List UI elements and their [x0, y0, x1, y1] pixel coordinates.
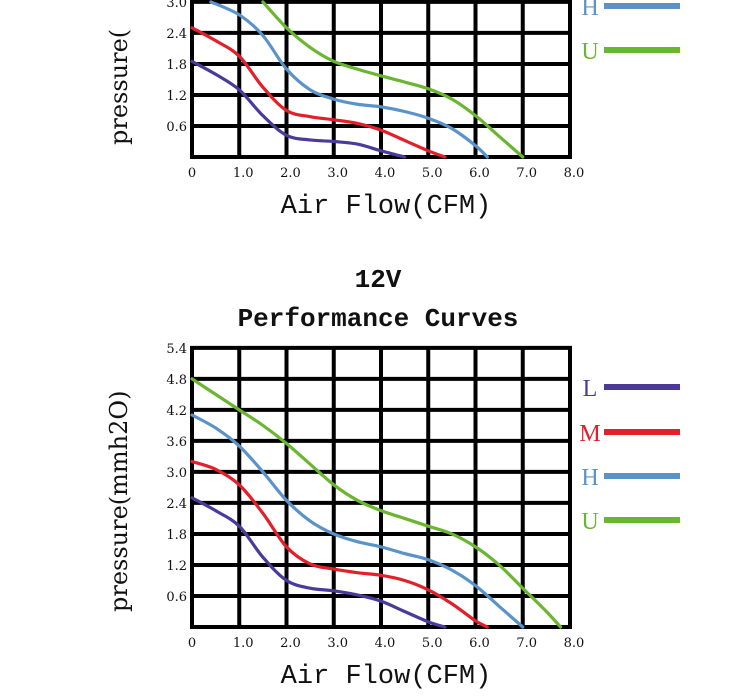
- chart-title: 12V: [355, 265, 402, 295]
- x-tick-label: 4.0: [375, 166, 396, 181]
- y-ticks-bottom: 0.6 1.2 1.8 2.4 3.0 3.6 4.2 4.8 5.4: [166, 342, 187, 605]
- chart-subtitle: Performance Curves: [238, 304, 519, 334]
- legend-swatch-L: [604, 384, 680, 390]
- series-line-U: [190, 377, 563, 629]
- series-line-H: [209, 0, 489, 159]
- y-tick-label: 0.6: [166, 590, 187, 605]
- x-tick-label: 4.0: [375, 636, 396, 651]
- y-tick-label: 1.2: [166, 89, 187, 104]
- x-tick-label: 8.0: [564, 166, 585, 181]
- series-line-L: [190, 496, 447, 629]
- legend-swatch-U: [604, 517, 680, 523]
- legend-swatch-H: [604, 3, 680, 9]
- legend-top: HU: [581, 0, 680, 65]
- x-tick-label: 0: [188, 166, 196, 181]
- y-tick-label: 4.8: [166, 373, 187, 388]
- chart-top: 0.6 1.2 1.8 2.4 3.0 0 1.0 2.0 3.0 4.0 5.0 6.0 7.0 8.…: [105, 0, 680, 222]
- x-tick-label: 1.0: [233, 636, 254, 651]
- legend-label-U: U: [581, 509, 598, 535]
- x-ticks-top: 0 1.0 2.0 3.0 4.0 5.0 6.0 7.0 8.0: [188, 166, 584, 181]
- x-tick-label: 2.0: [280, 166, 301, 181]
- y-tick-label: 1.2: [166, 559, 187, 574]
- x-tick-label: 0: [188, 636, 196, 651]
- legend-label-M: M: [579, 421, 600, 447]
- y-tick-label: 1.8: [166, 528, 187, 543]
- x-tick-label: 5.0: [422, 166, 443, 181]
- legend-swatch-H: [604, 473, 680, 479]
- y-axis-title-top: pressure(: [105, 29, 133, 145]
- x-tick-label: 7.0: [516, 636, 537, 651]
- x-tick-label: 5.0: [422, 636, 443, 651]
- series-line-H: [190, 413, 525, 629]
- chart-bottom: 12V Performance Curves 0.6 1.2 1.8 2.4 3.0 3.…: [105, 265, 680, 692]
- x-tick-label: 3.0: [327, 166, 348, 181]
- curves-bottom: [190, 377, 563, 629]
- series-line-U: [261, 0, 525, 159]
- y-tick-label: 2.4: [166, 27, 187, 42]
- x-axis-title-bottom: Air Flow(CFM): [281, 662, 492, 692]
- legend-label-H: H: [581, 465, 598, 491]
- legend-swatch-M: [604, 429, 680, 435]
- y-tick-label: 1.8: [166, 58, 187, 73]
- y-tick-label: 0.6: [166, 120, 187, 135]
- grid-bottom: [190, 345, 572, 629]
- curves-top: [190, 0, 525, 159]
- y-tick-label: 3.0: [166, 0, 187, 11]
- legend-swatch-U: [604, 47, 680, 53]
- x-tick-label: 3.0: [327, 636, 348, 651]
- x-tick-label: 1.0: [233, 166, 254, 181]
- series-line-L: [190, 59, 407, 159]
- y-tick-label: 3.0: [166, 466, 187, 481]
- y-ticks-top: 0.6 1.2 1.8 2.4 3.0: [166, 0, 187, 135]
- x-tick-label: 8.0: [564, 636, 585, 651]
- legend-label-U: U: [581, 39, 598, 65]
- y-tick-label: 4.2: [166, 404, 187, 419]
- legend-label-L: L: [583, 376, 598, 402]
- y-tick-label: 2.4: [166, 497, 187, 512]
- grid-top: [190, 0, 572, 159]
- x-tick-label: 6.0: [469, 636, 490, 651]
- y-tick-label: 3.6: [166, 435, 187, 450]
- x-tick-label: 6.0: [469, 166, 490, 181]
- x-ticks-bottom: 0 1.0 2.0 3.0 4.0 5.0 6.0 7.0 8.0: [188, 636, 584, 651]
- series-line-M: [190, 26, 447, 159]
- legend-label-H: H: [581, 0, 598, 21]
- y-axis-title-bottom: pressure(mmh2O): [105, 391, 133, 612]
- y-tick-label: 5.4: [166, 342, 187, 357]
- x-tick-label: 7.0: [516, 166, 537, 181]
- x-tick-label: 2.0: [280, 636, 301, 651]
- series-line-M: [190, 459, 489, 629]
- x-axis-title-top: Air Flow(CFM): [281, 192, 492, 222]
